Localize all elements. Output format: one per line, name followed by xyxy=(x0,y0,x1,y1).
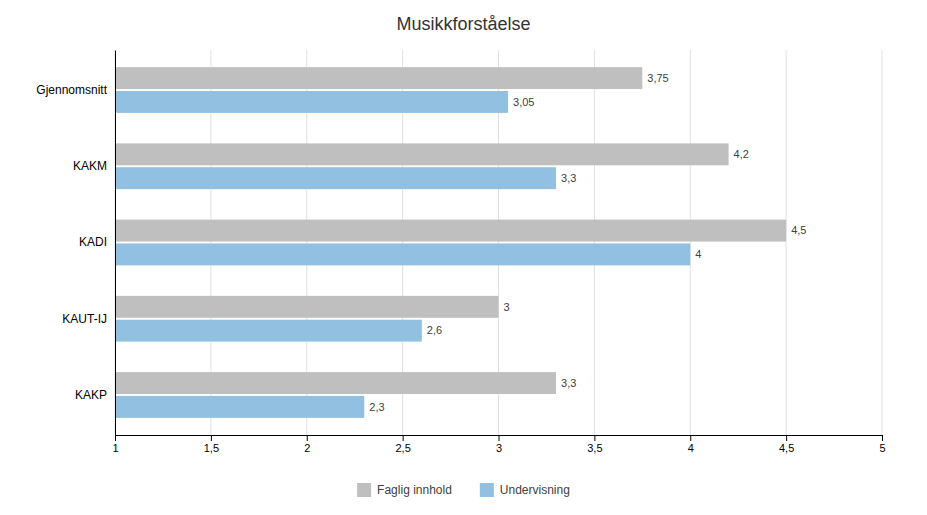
data-labels: 3,3 3 4,5 4,2 3,75 2,3 2,6 4 3,3 3,05 xyxy=(369,72,806,413)
tick-label: Gjennomsnitt xyxy=(36,83,107,97)
tick-label: KAKM xyxy=(73,159,107,173)
tick-label: 1,5 xyxy=(204,442,219,454)
data-label: 4,5 xyxy=(791,224,806,236)
y-axis: KAKP KAUT-IJ KADI KAKM Gjennomsnitt xyxy=(36,51,115,436)
data-label: 2,6 xyxy=(427,324,442,336)
grid-line xyxy=(115,50,116,435)
data-label: 2,3 xyxy=(369,401,384,413)
tick-mark xyxy=(594,435,595,441)
tick-label: 3,5 xyxy=(587,442,602,454)
tick-label: 5 xyxy=(879,442,885,454)
grid-line xyxy=(690,50,691,435)
bar xyxy=(115,396,364,418)
tick: 3 xyxy=(496,435,502,454)
tick: KADI xyxy=(79,235,115,249)
bar xyxy=(115,220,786,242)
chart: Musikkforståelse3,334,54,23,752,32,643,3… xyxy=(0,0,927,515)
tick: 4,5 xyxy=(779,435,794,454)
bar xyxy=(115,243,690,265)
tick: 5 xyxy=(879,435,885,454)
axis-line xyxy=(116,436,883,442)
grid xyxy=(115,50,882,435)
tick-label: 1 xyxy=(112,442,118,454)
legend-item: Faglig innhold xyxy=(357,483,452,497)
tick-mark xyxy=(115,435,116,441)
tick: KAKP xyxy=(75,388,115,402)
bar xyxy=(115,91,508,113)
tick-mark xyxy=(499,435,500,441)
tick-label: 3 xyxy=(496,442,502,454)
legend-label: Faglig innhold xyxy=(377,483,452,497)
data-label: 3,3 xyxy=(561,172,576,184)
grid-line xyxy=(786,50,787,435)
tick: 4 xyxy=(688,435,694,454)
data-label: 4,2 xyxy=(734,148,749,160)
bar xyxy=(115,320,422,342)
legend-item: Undervisning xyxy=(480,483,570,497)
tick: Gjennomsnitt xyxy=(36,83,115,97)
tick-label: 2 xyxy=(304,442,310,454)
title: Musikkforståelse xyxy=(396,14,530,34)
data-label: 4 xyxy=(695,248,701,260)
tick: KAKM xyxy=(73,159,115,173)
tick-mark xyxy=(690,435,691,441)
data-label: 3 xyxy=(504,301,510,313)
grid-line xyxy=(882,50,883,435)
data-label: 3,05 xyxy=(513,96,534,108)
bar xyxy=(115,372,556,394)
tick-label: 2,5 xyxy=(395,442,410,454)
tick: 2 xyxy=(304,435,310,454)
data-label: 3,75 xyxy=(647,72,668,84)
tick-label: KAUT-IJ xyxy=(62,312,107,326)
legend-label: Undervisning xyxy=(500,483,570,497)
bar xyxy=(115,143,729,165)
tick-mark xyxy=(403,435,404,441)
bar xyxy=(115,296,499,318)
tick: 3,5 xyxy=(587,435,602,454)
tick-label: 4,5 xyxy=(779,442,794,454)
tick: KAUT-IJ xyxy=(62,312,115,326)
tick-mark xyxy=(307,435,308,441)
tick: 1 xyxy=(112,435,118,454)
tick: 1,5 xyxy=(204,435,219,454)
data-label: 3,3 xyxy=(561,377,576,389)
tick-label: KADI xyxy=(79,235,107,249)
tick: 2,5 xyxy=(395,435,410,454)
tick-label: KAKP xyxy=(75,388,107,402)
tick-label: 4 xyxy=(688,442,694,454)
x-axis: 1 1,5 2 2,5 3 3,5 4 4,5 5 xyxy=(112,435,885,454)
tick-mark xyxy=(786,435,787,441)
plot: 3,3 3 4,5 4,2 3,75 2,3 2,6 4 3,3 3,05 1 1,5 2 2,5 3 3,5… xyxy=(36,50,885,454)
grid-line xyxy=(594,50,595,435)
bar xyxy=(115,67,642,89)
legend-swatch xyxy=(357,483,371,497)
bar xyxy=(115,167,556,189)
tick-mark xyxy=(211,435,212,441)
legend-swatch xyxy=(480,483,494,497)
legend: Faglig innhold Undervisning xyxy=(357,483,570,497)
bars xyxy=(115,67,786,418)
axis-line xyxy=(115,51,116,436)
tick-mark xyxy=(882,435,883,441)
